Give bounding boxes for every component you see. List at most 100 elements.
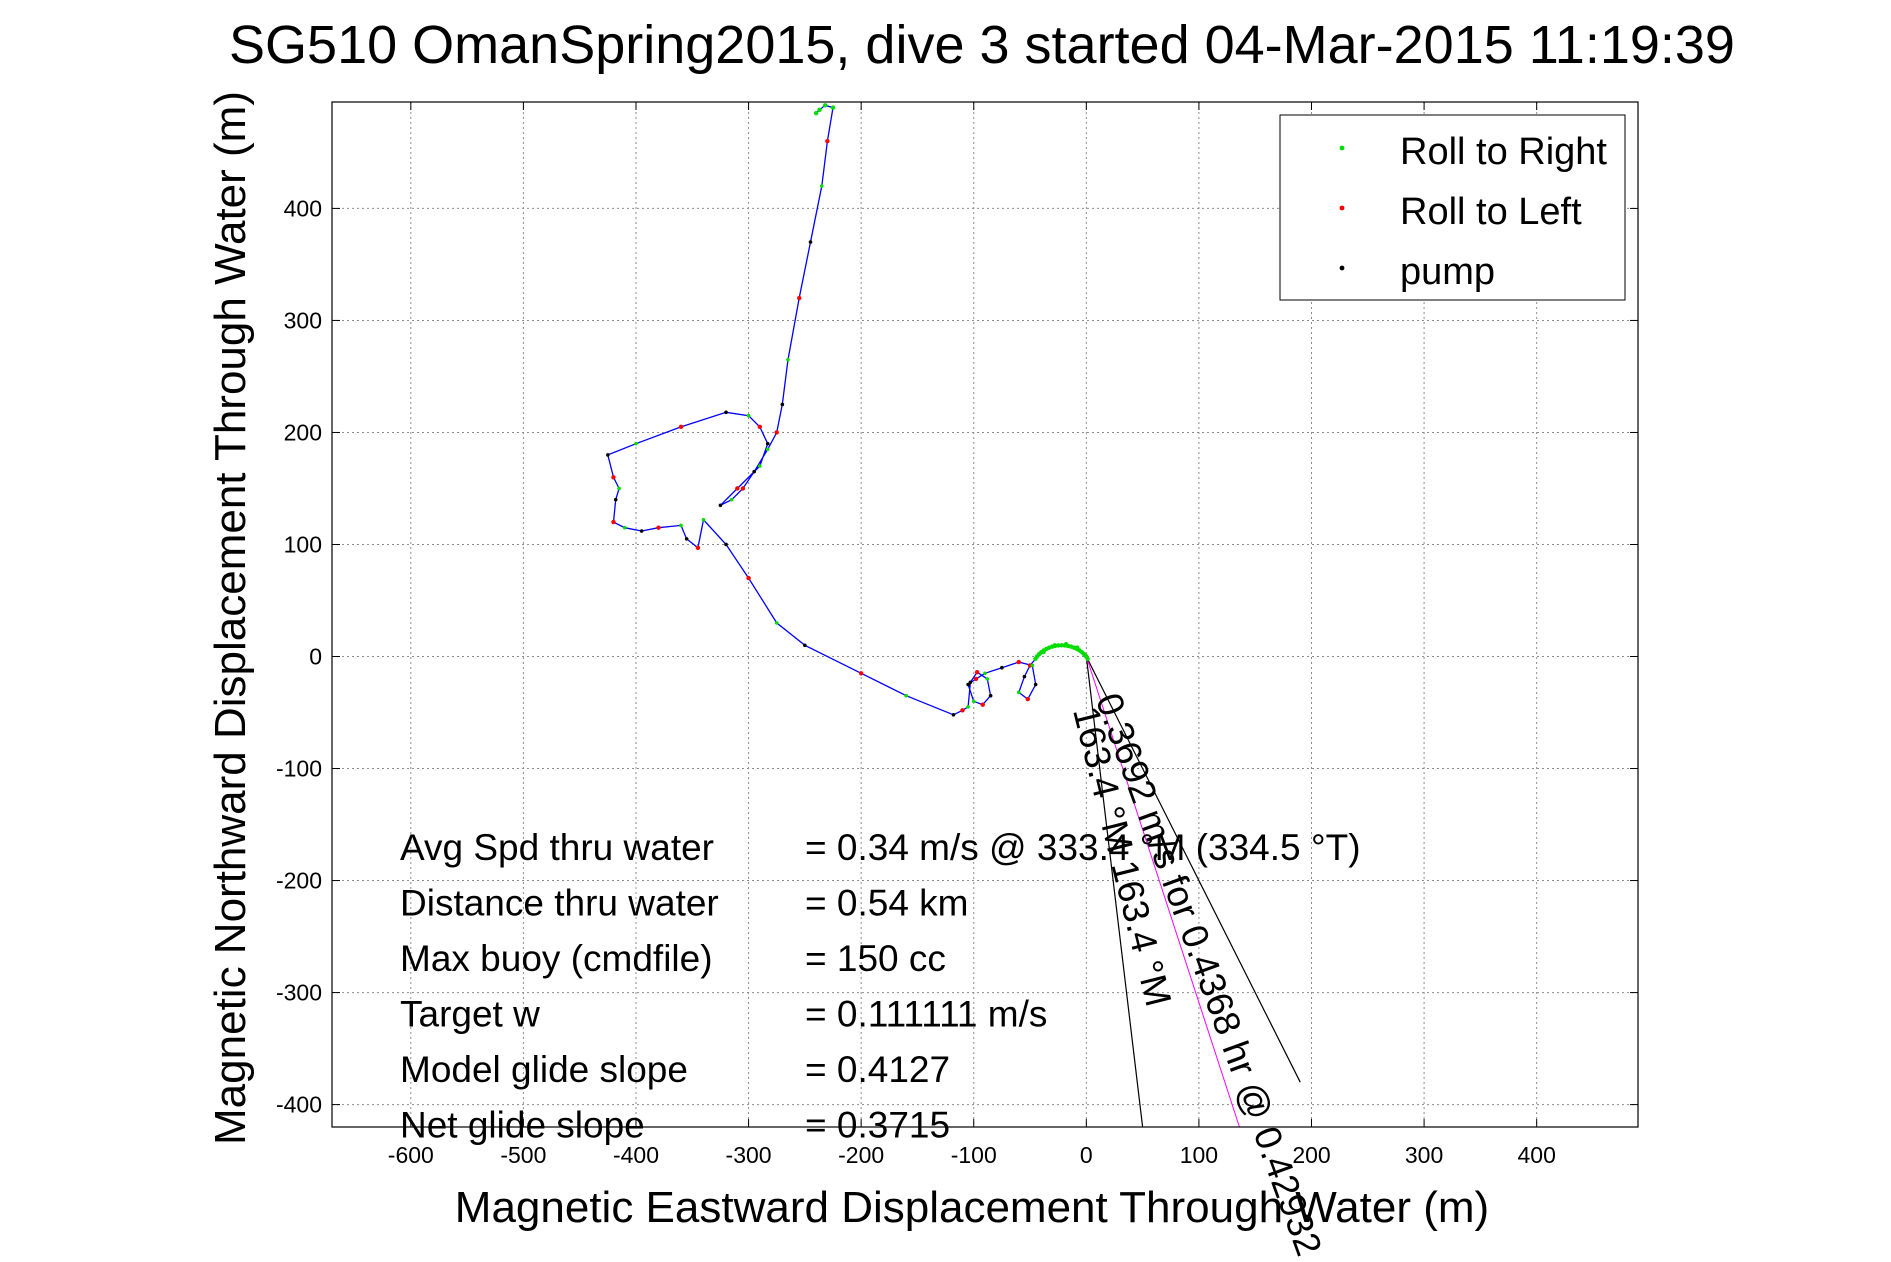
track-marker xyxy=(684,537,689,541)
track-marker xyxy=(1033,656,1038,661)
x-tick-label: 400 xyxy=(1517,1142,1555,1168)
track-marker xyxy=(757,424,763,430)
track-marker xyxy=(1016,659,1021,665)
x-tick-label: -600 xyxy=(388,1142,434,1168)
x-tick-label: 100 xyxy=(1180,1142,1218,1168)
track-marker xyxy=(695,545,701,551)
track-marker xyxy=(786,357,790,362)
y-axis-label: Magnetic Northward Displacement Through … xyxy=(206,91,255,1145)
track-marker xyxy=(819,184,824,188)
legend-marker xyxy=(1339,145,1345,151)
stat-label: Avg Spd thru water xyxy=(400,827,714,868)
x-axis-label: Magnetic Eastward Displacement Through W… xyxy=(455,1183,1489,1232)
heading-lines xyxy=(1085,656,1301,1128)
track-marker xyxy=(968,680,973,685)
legend-items: Roll to Right Roll to Left pump xyxy=(1339,131,1607,293)
y-tick-label: 300 xyxy=(284,307,322,333)
track-marker xyxy=(746,575,751,581)
stat-label: Model glide slope xyxy=(400,1049,688,1090)
track-marker xyxy=(746,413,751,418)
legend-label: Roll to Left xyxy=(1400,191,1582,233)
track-marker xyxy=(1062,643,1067,648)
legend-box xyxy=(1279,114,1626,301)
track-marker xyxy=(1025,696,1030,702)
stat-label: Target w xyxy=(400,994,540,1035)
track-marker xyxy=(1016,690,1021,695)
legend-label: pump xyxy=(1400,251,1495,293)
track-marker xyxy=(1030,663,1035,668)
y-tick-label: 0 xyxy=(309,644,322,670)
track-marker xyxy=(822,103,828,108)
y-tick-label: -100 xyxy=(276,756,322,782)
track-marker xyxy=(966,705,970,709)
stat-value: = 0.111111 m/s xyxy=(805,994,1047,1035)
legend-marker xyxy=(1339,265,1345,271)
track-marker xyxy=(701,518,706,522)
track-marker xyxy=(813,111,819,116)
track-marker xyxy=(1000,665,1004,670)
track-marker xyxy=(758,464,762,468)
track-marker xyxy=(678,424,684,430)
track-marker xyxy=(904,693,908,698)
track-marker xyxy=(639,529,644,533)
track-marker xyxy=(735,486,740,491)
legend: Roll to Right Roll to Left pump xyxy=(1279,114,1626,301)
track-marker xyxy=(983,671,987,676)
x-tick-label: -100 xyxy=(951,1142,997,1168)
track-marker xyxy=(1033,682,1038,687)
track-marker xyxy=(966,682,970,687)
track-marker xyxy=(825,139,830,144)
track-marker xyxy=(830,105,836,110)
track-marker xyxy=(858,671,864,676)
track-marker xyxy=(973,676,979,682)
track-marker xyxy=(752,469,756,474)
x-tick-label: -300 xyxy=(726,1142,772,1168)
track-marker xyxy=(951,712,956,717)
track-marker xyxy=(988,693,993,698)
x-tick-label: -500 xyxy=(500,1142,546,1168)
track-markers xyxy=(606,103,1090,717)
heading-line xyxy=(1085,656,1301,1083)
y-tick-label: 400 xyxy=(284,195,322,221)
track-marker xyxy=(960,708,965,713)
track-marker xyxy=(971,699,976,704)
x-tick-label: 300 xyxy=(1405,1142,1443,1168)
stat-value: = 0.3715 xyxy=(805,1105,950,1146)
stat-value: = 0.54 km xyxy=(805,883,969,924)
y-tick-label: -400 xyxy=(276,1092,322,1118)
y-tick-label: 100 xyxy=(284,531,322,557)
heading-line xyxy=(1085,656,1144,1128)
x-tick-label: -200 xyxy=(838,1142,884,1168)
track-marker xyxy=(774,430,779,435)
track-marker xyxy=(765,447,770,452)
track-marker xyxy=(1022,674,1027,679)
track-marker xyxy=(1059,643,1064,648)
stats-text-block: Avg Spd thru water = 0.34 m/s @ 333.4 °M … xyxy=(400,827,1361,1146)
track-marker xyxy=(617,486,621,491)
x-tick-label: -400 xyxy=(613,1142,659,1168)
legend-label: Roll to Right xyxy=(1400,131,1607,173)
track-marker xyxy=(724,542,728,547)
track-marker xyxy=(980,702,985,707)
chart-title: SG510 OmanSpring2015, dive 3 started 04-… xyxy=(229,15,1735,75)
x-tick-label: 200 xyxy=(1292,1142,1330,1168)
track-marker xyxy=(611,519,616,525)
y-axis-ticks: -400 -300 -200 -100 0 100 200 300 400 xyxy=(276,195,1638,1118)
track-marker xyxy=(729,497,734,502)
x-axis-ticks: -600 -500 -400 -300 -200 -100 0 100 200 300 400 xyxy=(388,102,1556,1168)
track-marker xyxy=(606,453,610,457)
track-marker xyxy=(974,669,980,675)
heading-center-line xyxy=(1085,656,1240,1128)
track-marker xyxy=(611,475,616,480)
track-marker xyxy=(780,402,785,407)
x-tick-label: 0 xyxy=(1080,1142,1093,1168)
stat-value: = 0.4127 xyxy=(805,1049,950,1090)
y-tick-label: -300 xyxy=(276,980,322,1006)
track-marker xyxy=(774,621,779,625)
y-tick-label: -200 xyxy=(276,868,322,894)
track-marker xyxy=(724,410,728,415)
track-marker xyxy=(622,525,627,530)
stat-value: = 0.34 m/s @ 333.4 °M (334.5 °T) xyxy=(805,827,1361,868)
track-marker xyxy=(765,441,770,446)
